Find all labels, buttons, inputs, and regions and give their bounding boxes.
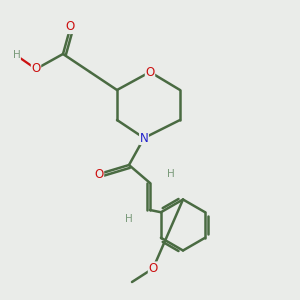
Text: O: O [94,167,103,181]
Text: O: O [146,65,154,79]
Text: O: O [66,20,75,34]
Text: H: H [167,169,175,179]
Text: O: O [32,62,40,76]
Text: H: H [125,214,133,224]
Text: H: H [13,50,20,61]
Text: O: O [148,262,158,275]
Text: N: N [140,131,148,145]
